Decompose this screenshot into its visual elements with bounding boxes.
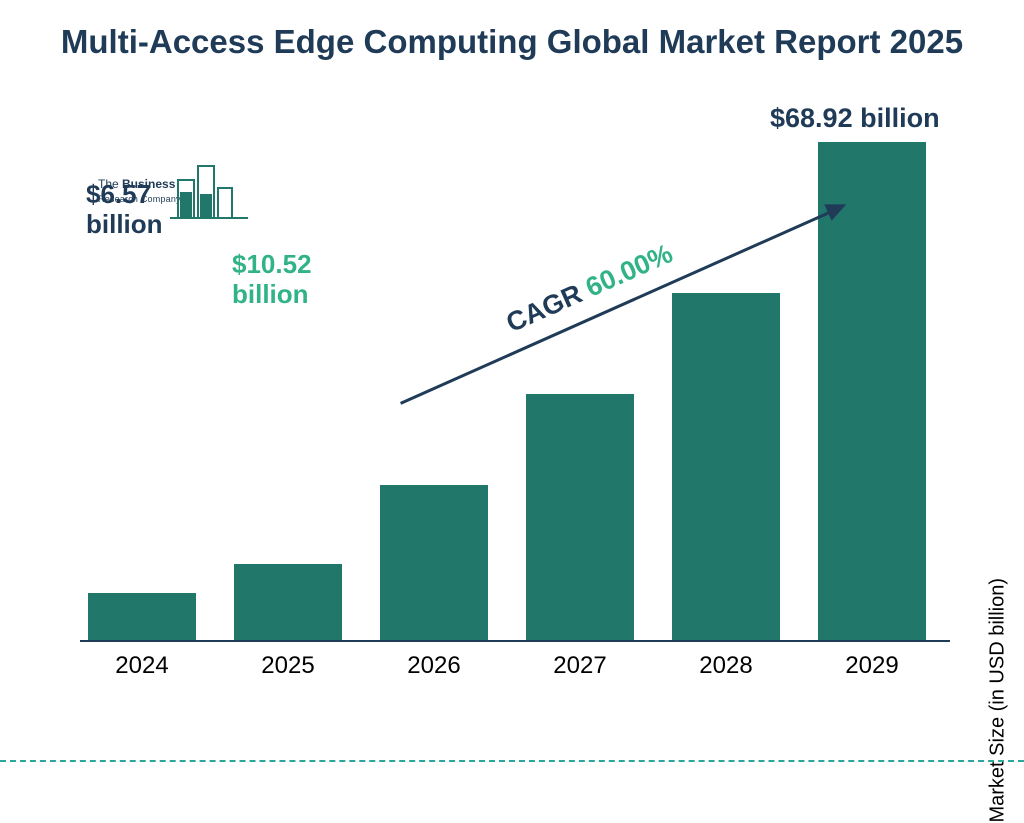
x-tick-2026: 2026 [380, 652, 488, 680]
y-axis-label: Market Size (in USD billion) [987, 578, 1010, 823]
chart-area: 2024 2025 2026 2027 2028 2029 $6.57billion $10… [80, 120, 950, 680]
bar-2025 [234, 564, 342, 640]
value-label-1: $10.52billion [232, 250, 312, 310]
bar-2024 [88, 593, 196, 640]
cagr-value: 60.00% [581, 238, 677, 303]
chart-title: Multi-Access Edge Computing Global Marke… [0, 22, 1024, 62]
bar-2026 [380, 485, 488, 640]
x-tick-2027: 2027 [526, 652, 634, 680]
x-axis-line [80, 640, 950, 642]
value-label-2: $68.92 billion [770, 103, 940, 134]
x-tick-2025: 2025 [234, 652, 342, 680]
cagr-label: CAGR [502, 275, 594, 338]
x-tick-2024: 2024 [88, 652, 196, 680]
page-root: Multi-Access Edge Computing Global Marke… [0, 0, 1024, 768]
x-tick-2028: 2028 [672, 652, 780, 680]
bar-2027 [526, 394, 634, 640]
footer-dashed-line [0, 760, 1024, 762]
x-tick-2029: 2029 [818, 652, 926, 680]
value-label-0: $6.57billion [86, 180, 163, 240]
cagr-arrow-head-icon [824, 196, 850, 221]
